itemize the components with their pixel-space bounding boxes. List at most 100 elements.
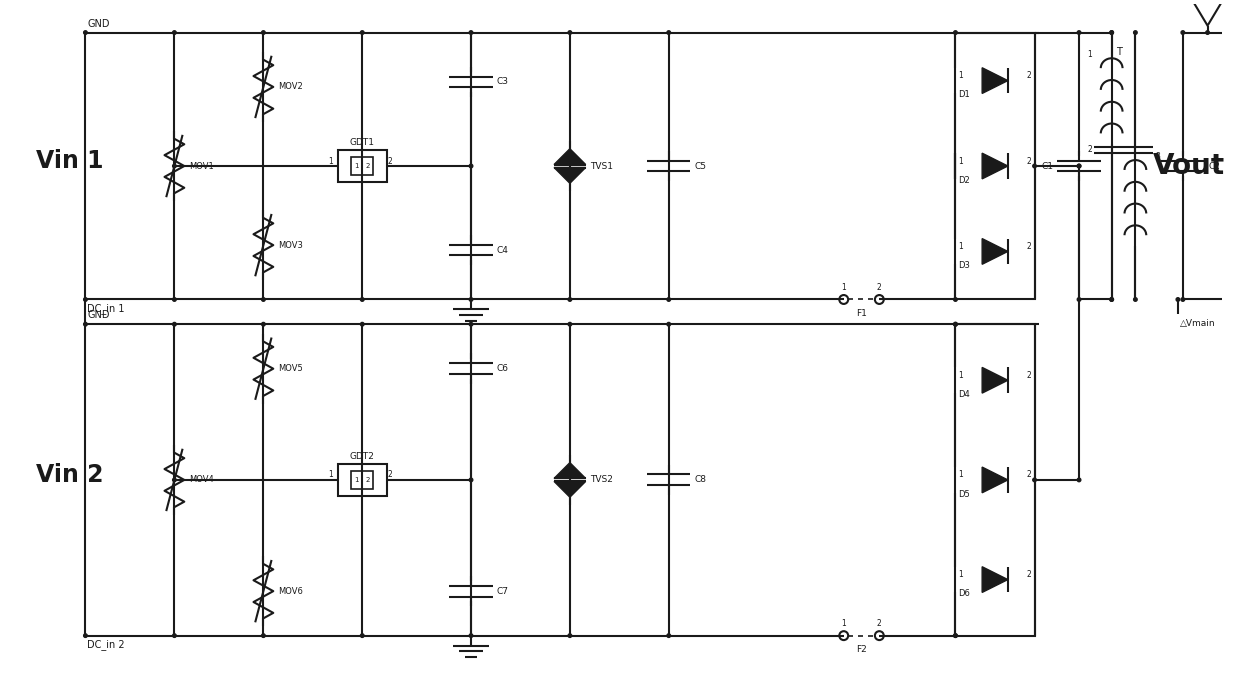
Text: 2: 2 (1027, 157, 1032, 166)
Text: MOV4: MOV4 (190, 475, 215, 484)
Polygon shape (982, 68, 1008, 94)
Circle shape (568, 634, 572, 637)
Bar (956, 324, 1034, 635)
Circle shape (667, 322, 671, 326)
Circle shape (1180, 31, 1184, 34)
Polygon shape (554, 482, 585, 497)
Circle shape (83, 634, 87, 637)
Circle shape (568, 31, 572, 34)
Circle shape (83, 322, 87, 326)
Text: 1: 1 (355, 163, 360, 169)
Polygon shape (982, 467, 1008, 492)
Text: TVS1: TVS1 (590, 161, 613, 170)
Text: 2: 2 (1027, 242, 1032, 251)
Text: 1: 1 (1087, 50, 1092, 59)
Circle shape (361, 298, 365, 301)
Text: 2: 2 (1027, 570, 1032, 579)
Circle shape (469, 164, 472, 168)
Text: C3: C3 (497, 77, 508, 86)
Text: 1: 1 (959, 71, 963, 80)
Circle shape (262, 634, 265, 637)
Circle shape (1110, 298, 1114, 301)
Text: △Vmain: △Vmain (1180, 319, 1215, 328)
Circle shape (1133, 31, 1137, 34)
Circle shape (262, 298, 265, 301)
Text: MOV5: MOV5 (278, 364, 303, 373)
Circle shape (262, 322, 265, 326)
Text: 1: 1 (959, 471, 963, 479)
Text: F1: F1 (856, 309, 867, 318)
Text: 1: 1 (327, 471, 332, 479)
Text: GDT2: GDT2 (350, 452, 374, 461)
Circle shape (361, 31, 365, 34)
Circle shape (1078, 478, 1081, 482)
Text: MOV3: MOV3 (278, 241, 303, 250)
Polygon shape (982, 367, 1008, 393)
Text: 1: 1 (959, 371, 963, 380)
Circle shape (954, 322, 957, 326)
Circle shape (172, 322, 176, 326)
Text: D2: D2 (959, 176, 970, 185)
Circle shape (469, 634, 472, 637)
Polygon shape (554, 462, 585, 478)
Circle shape (469, 31, 472, 34)
Circle shape (954, 634, 957, 637)
Text: 1: 1 (842, 283, 846, 292)
Circle shape (83, 298, 87, 301)
Polygon shape (982, 153, 1008, 179)
Text: C5: C5 (694, 161, 707, 170)
Circle shape (1180, 298, 1184, 301)
Text: DC_in 1: DC_in 1 (87, 304, 125, 315)
Polygon shape (554, 168, 585, 183)
Circle shape (172, 478, 176, 482)
Circle shape (1110, 31, 1114, 34)
Text: 1: 1 (959, 570, 963, 579)
Circle shape (1033, 478, 1037, 482)
Circle shape (667, 634, 671, 637)
Circle shape (83, 31, 87, 34)
Circle shape (568, 298, 572, 301)
Circle shape (1078, 31, 1081, 34)
Text: MOV2: MOV2 (278, 83, 303, 92)
Text: DC_in 2: DC_in 2 (87, 640, 125, 650)
Text: Vin 1: Vin 1 (36, 149, 103, 173)
Text: 2: 2 (366, 477, 370, 483)
Text: 2: 2 (1087, 145, 1092, 154)
Circle shape (1133, 298, 1137, 301)
Polygon shape (982, 567, 1008, 592)
Text: 2: 2 (877, 283, 882, 292)
Circle shape (1078, 164, 1081, 168)
Text: T: T (1116, 47, 1121, 57)
Circle shape (469, 298, 472, 301)
Text: D4: D4 (959, 390, 970, 399)
Text: D6: D6 (959, 590, 970, 598)
Text: C1: C1 (1042, 161, 1053, 170)
Text: 1: 1 (842, 619, 846, 628)
Polygon shape (982, 239, 1008, 264)
Circle shape (667, 298, 671, 301)
Circle shape (954, 31, 957, 34)
Circle shape (172, 298, 176, 301)
Text: 2: 2 (388, 471, 393, 479)
Circle shape (568, 322, 572, 326)
Circle shape (172, 164, 176, 168)
Text: GND: GND (87, 311, 110, 320)
Circle shape (361, 322, 365, 326)
Circle shape (1110, 31, 1114, 34)
Text: C7: C7 (497, 587, 508, 596)
Text: 2: 2 (1027, 71, 1032, 80)
Circle shape (172, 31, 176, 34)
Text: 2: 2 (388, 157, 393, 166)
Circle shape (262, 31, 265, 34)
Text: 2: 2 (366, 163, 370, 169)
Circle shape (469, 478, 472, 482)
Text: 2: 2 (1027, 371, 1032, 380)
Text: 1: 1 (327, 157, 332, 166)
Text: F2: F2 (856, 645, 867, 654)
Text: TVS2: TVS2 (590, 475, 613, 484)
Circle shape (361, 634, 365, 637)
Polygon shape (554, 148, 585, 165)
Bar (956, 33, 1034, 300)
Circle shape (469, 322, 472, 326)
Circle shape (667, 31, 671, 34)
